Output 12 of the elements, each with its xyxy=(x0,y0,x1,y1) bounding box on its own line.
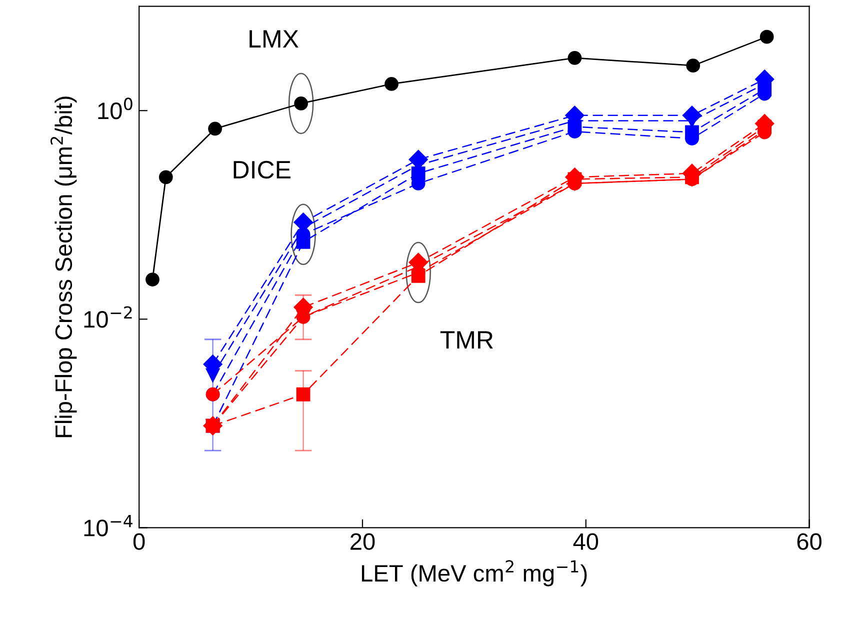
x-axis-title: LET (MeV cm$^{2}$ mg$^{−1}$) xyxy=(362,560,587,586)
annotation: DICE xyxy=(234,160,290,179)
x-tick-label: 20 xyxy=(350,533,375,550)
x-tick-label: 0 xyxy=(133,533,145,550)
y-axis-title: Flip-Flop Cross Section (μm$^{2}$/bit) xyxy=(50,96,77,438)
annotation: TMR xyxy=(440,331,493,348)
x-tick-label: 60 xyxy=(797,533,822,550)
y-tick-label: 10$^{0}$ xyxy=(98,98,132,120)
y-tick-label: 10$^{−2}$ xyxy=(84,306,132,328)
y-tick-label: 10$^{−4}$ xyxy=(84,515,132,536)
annotation: LMX xyxy=(250,30,298,48)
x-tick-label: 40 xyxy=(573,533,598,550)
